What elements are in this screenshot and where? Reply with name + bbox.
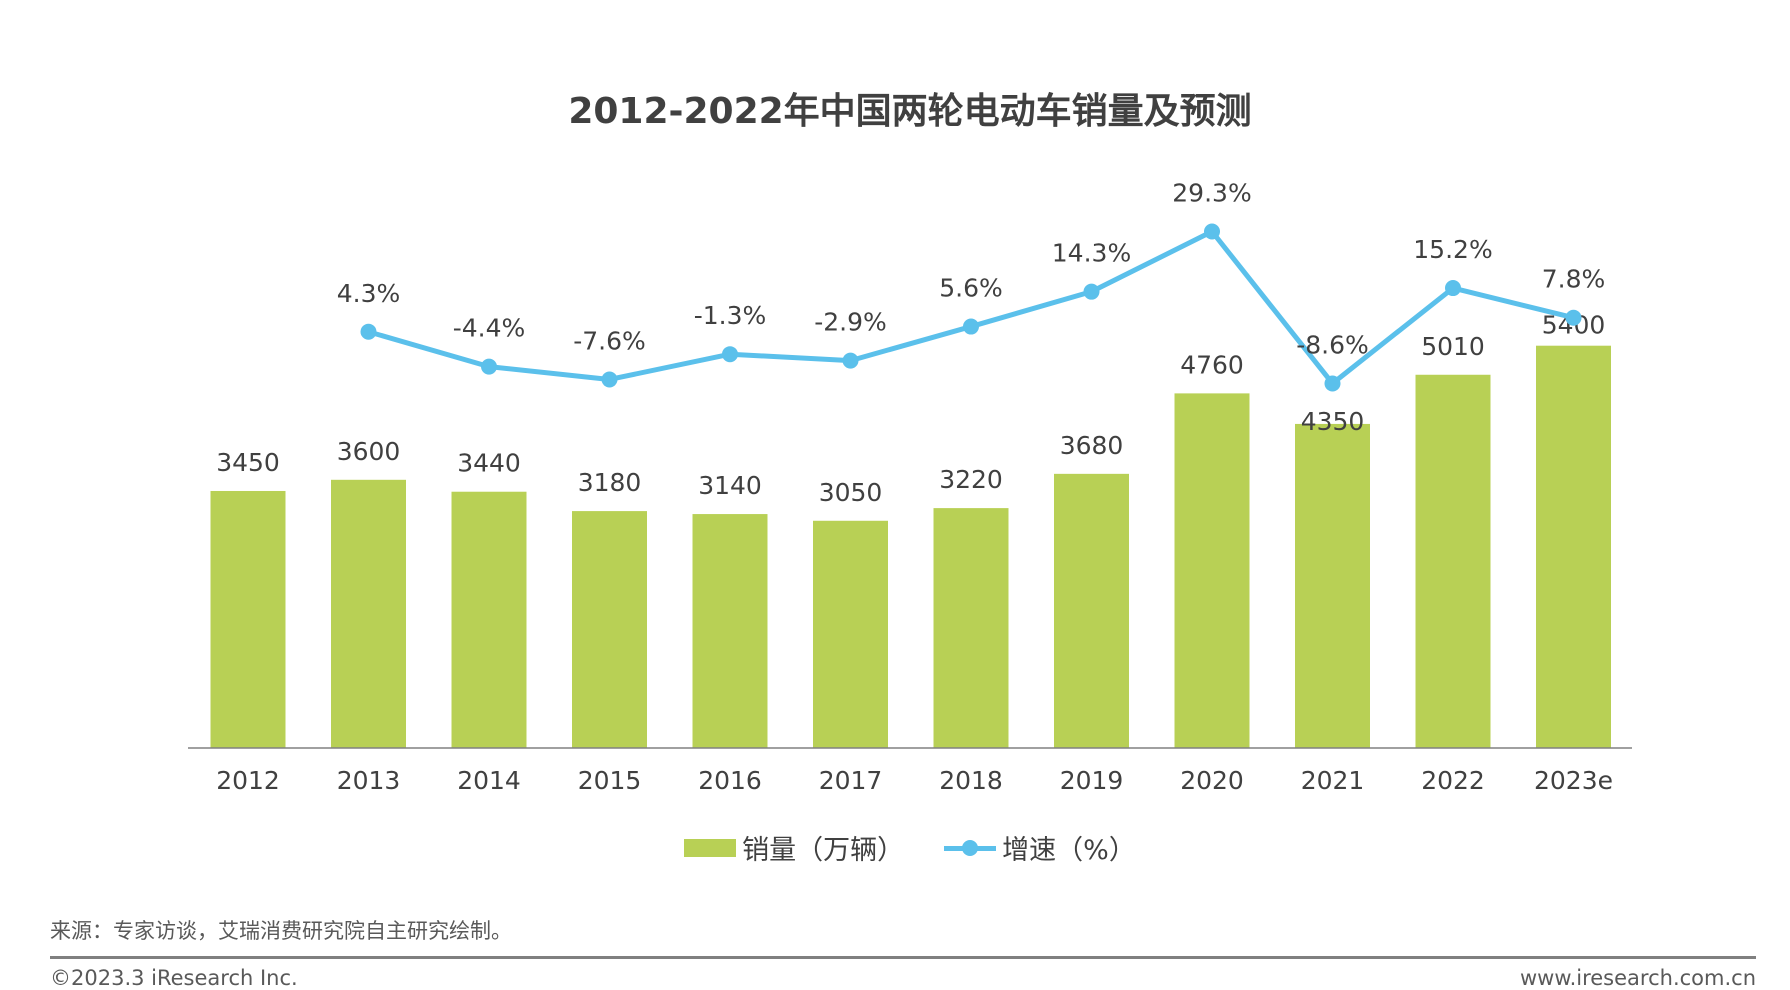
x-tick-label-2014: 2014	[457, 766, 521, 795]
legend-item-sales: 销量（万辆）	[684, 828, 904, 867]
x-tick-label-2017: 2017	[819, 766, 883, 795]
growth-point-2021	[1324, 375, 1341, 392]
bar-2019	[1054, 473, 1129, 748]
growth-label-2021: -8.6%	[1296, 330, 1369, 359]
legend-line-swatch	[944, 839, 997, 857]
growth-point-2023e	[1565, 309, 1582, 326]
growth-point-2013	[360, 323, 377, 340]
x-tick-label-2023e: 2023e	[1534, 766, 1613, 795]
chart-title: 2012-2022年中国两轮电动车销量及预测	[568, 91, 1252, 132]
growth-label-2019: 14.3%	[1052, 239, 1131, 268]
bar-label-2019: 3680	[1060, 431, 1124, 460]
bar-label-2014: 3440	[457, 449, 521, 478]
x-tick-label-2013: 2013	[337, 766, 401, 795]
bar-label-2021: 4350	[1301, 407, 1365, 436]
x-tick-label-2016: 2016	[698, 766, 762, 795]
x-tick-label-2015: 2015	[578, 766, 642, 795]
growth-point-2020	[1204, 223, 1220, 240]
x-tick-label-2018: 2018	[939, 766, 1003, 795]
growth-point-2015	[601, 371, 618, 388]
website-link[interactable]: www.iresearch.com.cn	[1519, 966, 1756, 990]
growth-label-2022: 15.2%	[1413, 235, 1492, 264]
bar-2021	[1295, 423, 1370, 748]
bar-label-2017: 3050	[819, 478, 883, 507]
bar-label-2012: 3450	[216, 448, 280, 477]
bar-label-2016: 3140	[698, 471, 762, 500]
growth-point-2016	[722, 346, 738, 363]
bar-label-2015: 3180	[578, 468, 642, 497]
x-tick-label-2012: 2012	[216, 766, 280, 795]
bar-label-2022: 5010	[1421, 332, 1485, 361]
legend-label-sales: 销量（万辆）	[742, 835, 905, 866]
growth-point-2022	[1445, 280, 1461, 297]
growth-label-2023e: 7.8%	[1542, 265, 1606, 294]
growth-label-2018: 5.6%	[939, 274, 1003, 303]
growth-label-2013: 4.3%	[337, 279, 401, 308]
copyright: ©2023.3 iResearch Inc.	[50, 966, 298, 990]
bar-2013	[331, 479, 406, 748]
bar-2017	[813, 520, 888, 748]
bar-2016	[692, 514, 768, 748]
growth-point-2014	[481, 358, 497, 375]
bar-2012	[210, 490, 286, 748]
x-tick-label-2020: 2020	[1180, 766, 1244, 795]
legend-bar-swatch	[684, 838, 737, 857]
footer-divider	[50, 956, 1756, 959]
bar-2018	[933, 508, 1009, 748]
growth-label-2015: -7.6%	[573, 326, 646, 355]
growth-point-2017	[842, 352, 859, 369]
bar-label-2018: 3220	[939, 465, 1003, 494]
legend: 销量（万辆） 增速（%）	[0, 828, 1790, 867]
growth-label-2017: -2.9%	[814, 308, 887, 337]
growth-point-2018	[963, 318, 979, 335]
bar-2023e	[1536, 345, 1611, 748]
x-tick-label-2019: 2019	[1060, 766, 1124, 795]
legend-label-growth: 增速（%）	[1002, 835, 1136, 866]
bar-label-2020: 4760	[1180, 350, 1244, 379]
growth-line	[367, 229, 1575, 386]
source-note: 来源：专家访谈，艾瑞消费研究院自主研究绘制。	[50, 919, 512, 943]
bar-2022	[1415, 374, 1491, 748]
growth-label-2014: -4.4%	[453, 314, 526, 343]
growth-label-2016: -1.3%	[694, 301, 767, 330]
growth-label-2020: 29.3%	[1172, 179, 1251, 208]
legend-item-growth: 增速（%）	[944, 828, 1136, 867]
bar-2015	[572, 511, 647, 748]
growth-point-2019	[1083, 283, 1100, 300]
bar-2020	[1174, 393, 1250, 748]
x-tick-label-2021: 2021	[1301, 766, 1365, 795]
bar-2014	[451, 491, 527, 748]
bar-label-2013: 3600	[337, 437, 401, 466]
x-tick-label-2022: 2022	[1421, 766, 1485, 795]
